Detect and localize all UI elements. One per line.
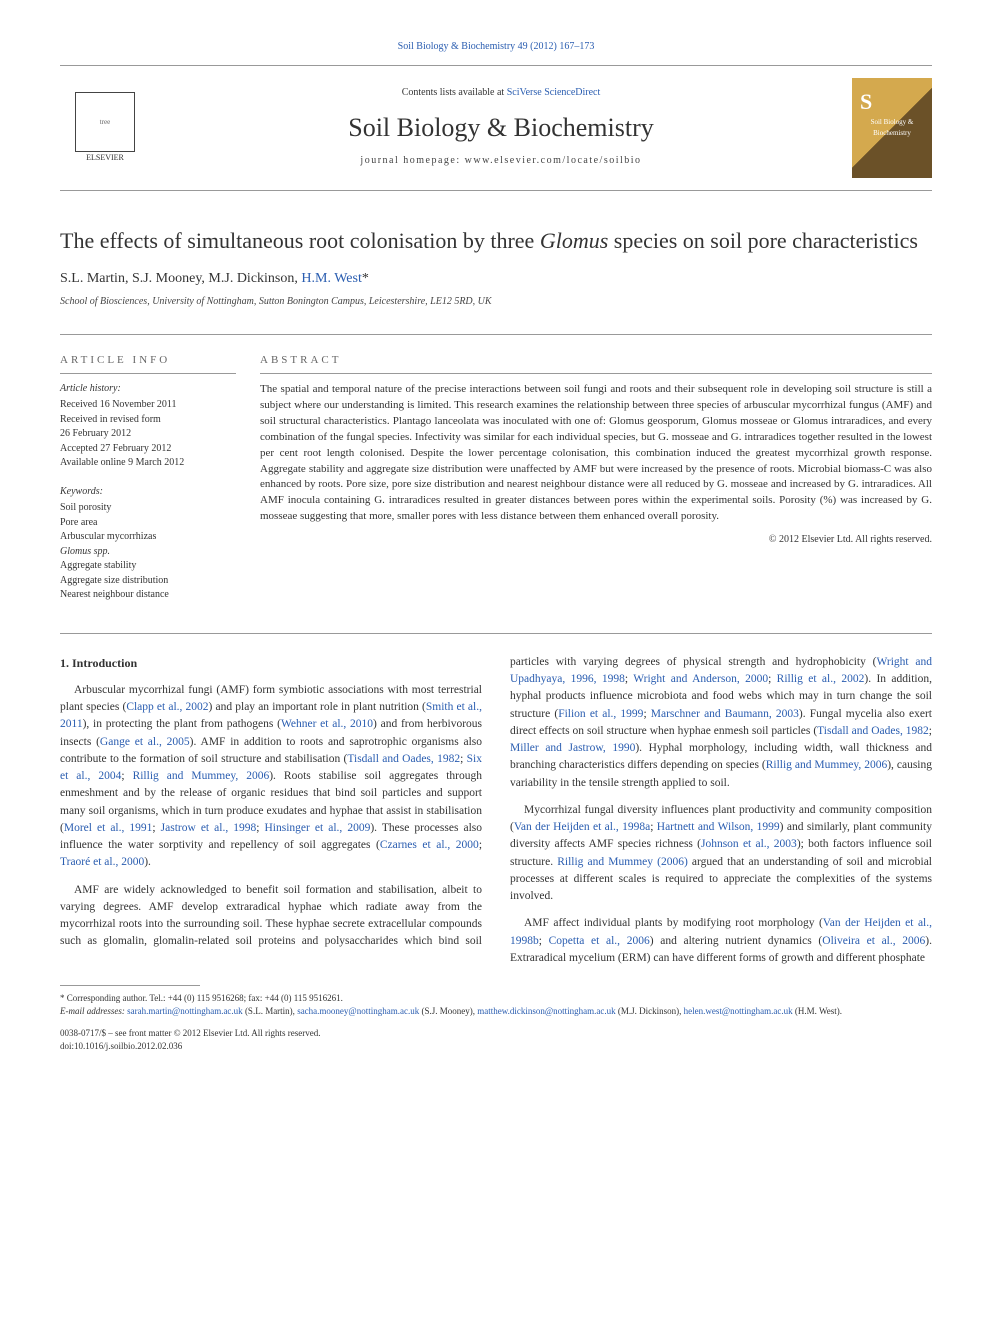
history-line: Accepted 27 February 2012 (60, 442, 236, 457)
abstract-column: ABSTRACT The spatial and temporal nature… (260, 353, 932, 603)
journal-title: Soil Biology & Biochemistry (150, 109, 852, 147)
title-part2: species on soil pore characteristics (608, 228, 918, 253)
title-part1: The effects of simultaneous root colonis… (60, 228, 540, 253)
citation-link[interactable]: Hinsinger et al., 2009 (265, 822, 371, 834)
keywords-label: Keywords: (60, 485, 236, 500)
cover-text: Soil Biology & Biochemistry (852, 117, 932, 137)
cover-letter: S (860, 86, 872, 118)
doi-block: 0038-0717/$ – see front matter © 2012 El… (60, 1027, 932, 1053)
doi-line: doi:10.1016/j.soilbio.2012.02.036 (60, 1040, 932, 1053)
email-label: E-mail addresses: (60, 1006, 127, 1016)
citation-link[interactable]: Traoré et al., 2000 (60, 856, 144, 868)
homepage-url: www.elsevier.com/locate/soilbio (465, 155, 642, 166)
elsevier-tree-icon: tree (75, 92, 135, 152)
top-citation: Soil Biology & Biochemistry 49 (2012) 16… (60, 40, 932, 55)
citation-link[interactable]: Clapp et al., 2002 (126, 701, 208, 713)
email-link[interactable]: sacha.mooney@nottingham.ac.uk (297, 1006, 419, 1016)
corresponding-marker: * (362, 271, 369, 286)
citation-link[interactable]: Rillig and Mummey, 2006 (766, 759, 888, 771)
citation-link[interactable]: Rillig and Mummey (2006) (557, 856, 688, 868)
email-link[interactable]: helen.west@nottingham.ac.uk (684, 1006, 793, 1016)
citation-link[interactable]: Morel et al., 1991 (64, 822, 153, 834)
journal-header: tree ELSEVIER Contents lists available a… (60, 65, 932, 191)
citation-link[interactable]: Johnson et al., 2003 (701, 838, 797, 850)
citation-link[interactable]: Oliveira et al., 2006 (822, 935, 925, 947)
article-info-heading: ARTICLE INFO (60, 353, 236, 374)
journal-homepage: journal homepage: www.elsevier.com/locat… (150, 154, 852, 169)
elsevier-logo: tree ELSEVIER (60, 80, 150, 175)
keyword: Soil porosity (60, 501, 236, 516)
citation-link[interactable]: Filion et al., 1999 (558, 708, 643, 720)
title-italic-genus: Glomus (540, 228, 608, 253)
footnote-separator (60, 985, 200, 986)
history-line: Available online 9 March 2012 (60, 456, 236, 471)
citation-link[interactable]: Czarnes et al., 2000 (380, 839, 479, 851)
history-line: 26 February 2012 (60, 427, 236, 442)
citation-link[interactable]: Wright and Anderson, 2000 (633, 673, 768, 685)
contents-prefix: Contents lists available at (402, 87, 507, 98)
corresponding-author-link[interactable]: H.M. West (301, 271, 361, 286)
elsevier-label: ELSEVIER (86, 152, 124, 164)
body-paragraph: Arbuscular mycorrhizal fungi (AMF) form … (60, 682, 482, 872)
keywords-block: Keywords: Soil porosity Pore area Arbusc… (60, 485, 236, 603)
article-info-column: ARTICLE INFO Article history: Received 1… (60, 353, 260, 603)
sciencedirect-link[interactable]: SciVerse ScienceDirect (507, 87, 601, 98)
keyword: Arbuscular mycorrhizas (60, 530, 236, 545)
history-line: Received 16 November 2011 (60, 398, 236, 413)
keyword: Aggregate stability (60, 559, 236, 574)
citation-link[interactable]: Marschner and Baumann, 2003 (651, 708, 799, 720)
keyword: Pore area (60, 516, 236, 531)
homepage-label: journal homepage: (360, 155, 464, 166)
citation-link[interactable]: Gange et al., 2005 (100, 736, 190, 748)
affiliation: School of Biosciences, University of Not… (60, 295, 932, 310)
keyword: Glomus spp. (60, 545, 236, 560)
citation-link[interactable]: Rillig and Mummey, 2006 (133, 770, 270, 782)
abstract-heading: ABSTRACT (260, 353, 932, 374)
history-line: Received in revised form (60, 413, 236, 428)
corresponding-footnote: * Corresponding author. Tel.: +44 (0) 11… (60, 992, 932, 1005)
citation-link[interactable]: Van der Heijden et al., 1998a (514, 821, 650, 833)
citation-link[interactable]: Rillig et al., 2002 (777, 673, 865, 685)
body-paragraph: AMF affect individual plants by modifyin… (510, 915, 932, 967)
email-link[interactable]: sarah.martin@nottingham.ac.uk (127, 1006, 243, 1016)
keyword: Aggregate size distribution (60, 574, 236, 589)
front-matter: 0038-0717/$ – see front matter © 2012 El… (60, 1027, 932, 1040)
abstract-copyright: © 2012 Elsevier Ltd. All rights reserved… (260, 533, 932, 548)
authors-line: S.L. Martin, S.J. Mooney, M.J. Dickinson… (60, 269, 932, 289)
email-footnote: E-mail addresses: sarah.martin@nottingha… (60, 1005, 932, 1018)
citation-link[interactable]: Wehner et al., 2010 (281, 718, 373, 730)
abstract-text: The spatial and temporal nature of the p… (260, 382, 932, 525)
citation-link[interactable]: Jastrow et al., 1998 (161, 822, 257, 834)
article-history: Article history: Received 16 November 20… (60, 382, 236, 471)
contents-line: Contents lists available at SciVerse Sci… (150, 86, 852, 101)
citation-link[interactable]: Hartnett and Wilson, 1999 (657, 821, 780, 833)
citation-link[interactable]: Tisdall and Oades, 1982 (817, 725, 929, 737)
body-paragraph: Mycorrhizal fungal diversity influences … (510, 802, 932, 906)
email-link[interactable]: matthew.dickinson@nottingham.ac.uk (477, 1006, 615, 1016)
authors-noncorr: S.L. Martin, S.J. Mooney, M.J. Dickinson… (60, 271, 301, 286)
history-label: Article history: (60, 382, 236, 397)
citation-link[interactable]: Tisdall and Oades, 1982 (347, 753, 460, 765)
article-title: The effects of simultaneous root colonis… (60, 227, 932, 256)
citation-link[interactable]: Copetta et al., 2006 (549, 935, 650, 947)
footnotes: * Corresponding author. Tel.: +44 (0) 11… (60, 992, 932, 1017)
doi-link[interactable]: 10.1016/j.soilbio.2012.02.036 (74, 1041, 182, 1051)
keyword: Nearest neighbour distance (60, 588, 236, 603)
section-divider (60, 633, 932, 634)
journal-cover-thumbnail: S Soil Biology & Biochemistry (852, 78, 932, 178)
citation-link[interactable]: Miller and Jastrow, 1990 (510, 742, 635, 754)
body-columns: 1. Introduction Arbuscular mycorrhizal f… (60, 654, 932, 967)
section-1-heading: 1. Introduction (60, 654, 482, 672)
top-citation-link[interactable]: Soil Biology & Biochemistry 49 (2012) 16… (398, 41, 595, 52)
